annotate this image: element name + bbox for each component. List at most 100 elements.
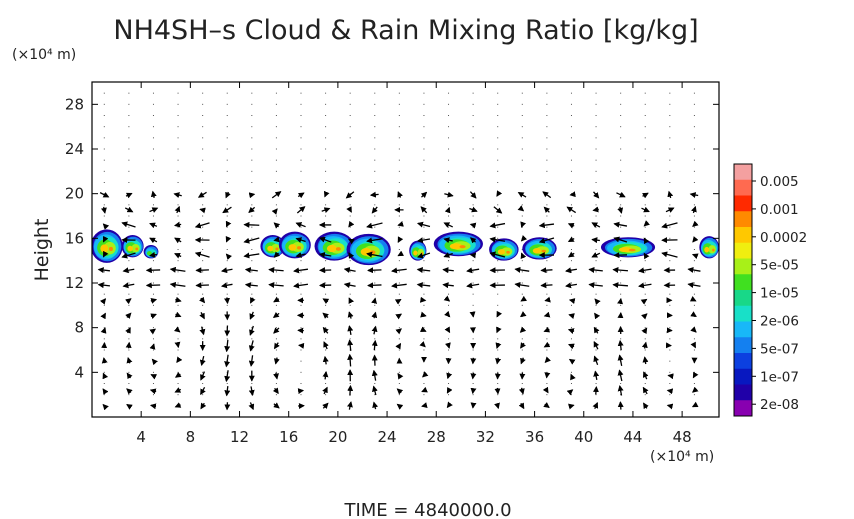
- grid-dot: [423, 260, 425, 262]
- wind-vector: [692, 386, 699, 393]
- wind-vector: [592, 401, 599, 410]
- grid-dot: [669, 282, 671, 284]
- colorbar-swatch: [734, 290, 752, 307]
- grid-dot: [423, 282, 425, 284]
- grid-dot: [497, 126, 499, 128]
- wind-vector: [416, 267, 431, 273]
- grid-dot: [374, 204, 376, 206]
- grid-dot: [103, 371, 105, 373]
- wind-vector: [661, 251, 678, 258]
- wind-vector: [371, 325, 378, 335]
- grid-dot: [497, 159, 499, 161]
- grid-dot: [349, 226, 351, 228]
- grid-dot: [448, 226, 450, 228]
- grid-dot: [300, 383, 302, 384]
- wind-vector: [199, 326, 206, 336]
- grid-dot: [103, 103, 105, 105]
- grid-dot: [398, 215, 400, 217]
- grid-dot: [325, 293, 327, 295]
- grid-dot: [448, 383, 450, 384]
- grid-dot: [644, 271, 646, 273]
- grid-dot: [349, 182, 351, 183]
- grid-dot: [398, 159, 400, 161]
- grid-dot: [152, 383, 154, 384]
- grid-dot: [595, 204, 597, 206]
- y-tick-label: 28: [65, 95, 84, 113]
- cloud-blob: [335, 247, 341, 251]
- grid-dot: [423, 204, 425, 206]
- grid-dot: [251, 260, 253, 262]
- grid-dot: [300, 215, 302, 217]
- wind-vector: [295, 222, 306, 228]
- grid-dot: [251, 215, 253, 217]
- wind-vector: [543, 311, 551, 318]
- grid-dot: [472, 215, 474, 217]
- grid-dot: [349, 293, 351, 295]
- grid-dot: [226, 159, 228, 161]
- grid-dot: [521, 282, 523, 284]
- wind-vector: [174, 205, 181, 214]
- colorbar-label: 2e-06: [760, 314, 799, 330]
- grid-dot: [128, 103, 130, 105]
- grid-dot: [472, 148, 474, 150]
- x-tick-label: 36: [525, 428, 544, 446]
- grid-dot: [570, 170, 572, 172]
- wind-vector: [591, 252, 601, 258]
- grid-dot: [202, 92, 204, 94]
- grid-dot: [325, 215, 327, 217]
- wind-vector: [225, 191, 231, 199]
- x-tick-label: 20: [328, 428, 347, 446]
- grid-dot: [226, 170, 228, 172]
- grid-dot: [669, 126, 671, 128]
- wind-vector: [268, 266, 284, 273]
- wind-vector: [568, 313, 575, 319]
- grid-dot: [644, 282, 646, 284]
- grid-dot: [300, 316, 302, 317]
- wind-vector: [293, 267, 309, 274]
- grid-dot: [325, 271, 327, 273]
- grid-dot: [177, 148, 179, 150]
- wind-vector: [691, 253, 699, 260]
- grid-dot: [374, 271, 376, 273]
- wind-vector: [540, 267, 553, 274]
- wind-vector: [689, 296, 697, 302]
- grid-dot: [497, 282, 499, 284]
- grid-dot: [570, 327, 572, 329]
- wind-vector: [122, 282, 135, 289]
- grid-dot: [202, 215, 204, 217]
- grid-dot: [177, 204, 179, 206]
- grid-dot: [448, 349, 450, 351]
- wind-vector: [593, 326, 600, 334]
- x-tick-label: 4: [136, 428, 146, 446]
- wind-vector: [642, 192, 649, 199]
- grid-dot: [423, 137, 425, 139]
- grid-dot: [349, 170, 351, 172]
- grid-dot: [300, 271, 302, 273]
- grid-dot: [448, 204, 450, 206]
- grid-dot: [595, 170, 597, 172]
- wind-vector: [520, 235, 528, 242]
- grid-dot: [202, 103, 204, 105]
- wind-vector: [199, 312, 205, 320]
- wind-vector: [397, 372, 404, 380]
- wind-vector: [495, 342, 502, 349]
- grid-dot: [152, 293, 154, 295]
- wind-vector: [520, 342, 526, 349]
- grid-dot: [251, 383, 253, 384]
- grid-dot: [275, 103, 277, 105]
- grid-dot: [177, 193, 179, 195]
- grid-dot: [423, 394, 425, 396]
- grid-dot: [325, 103, 327, 105]
- wind-vector: [122, 267, 135, 274]
- grid-dot: [226, 115, 228, 116]
- grid-dot: [325, 148, 327, 150]
- wind-vector: [273, 402, 280, 409]
- wind-vector: [248, 206, 256, 214]
- wind-vector: [538, 222, 555, 229]
- x-tick-label: 28: [427, 428, 446, 446]
- wind-vector: [102, 223, 110, 230]
- grid-dot: [226, 204, 228, 206]
- grid-dot: [202, 182, 204, 183]
- grid-dot: [644, 327, 646, 329]
- grid-dot: [177, 226, 179, 228]
